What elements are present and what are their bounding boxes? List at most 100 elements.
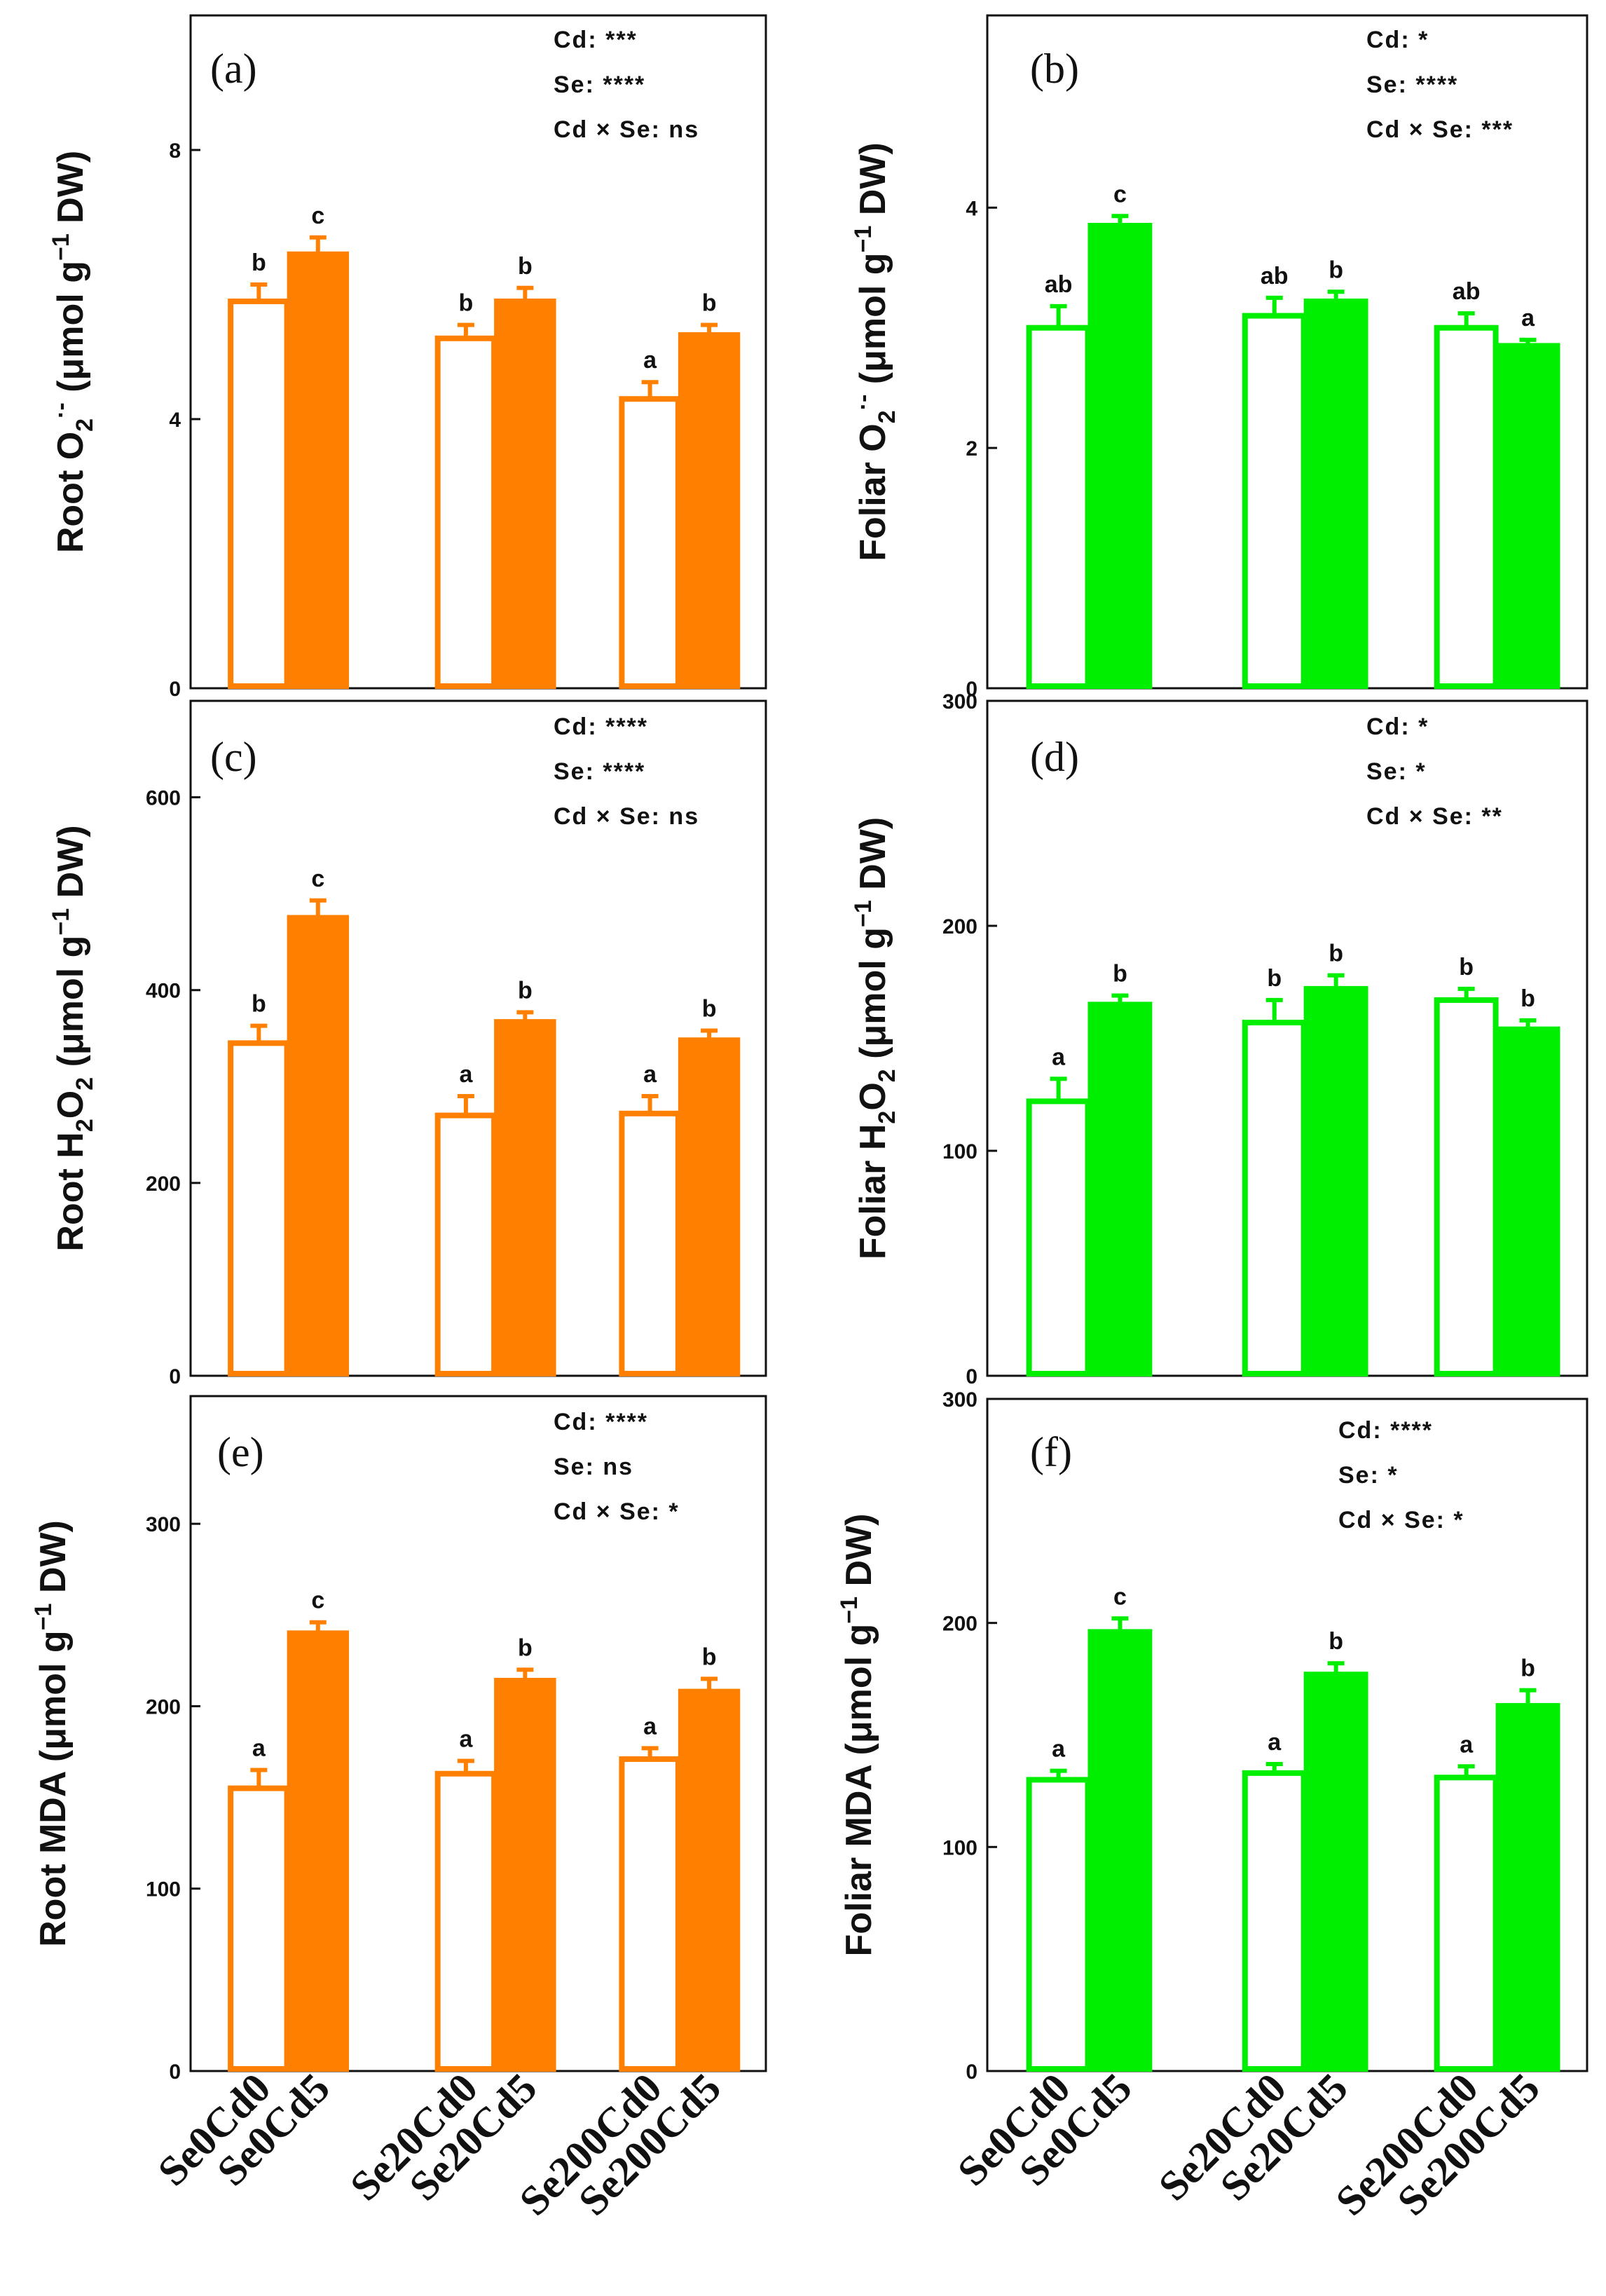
bar-se0cd0 (228, 1785, 290, 2072)
bar-se200cd0 (1434, 1775, 1499, 2072)
significance-letter: a (643, 1061, 657, 1088)
stat-line: Cd × Se: * (554, 1498, 680, 1525)
chart-panel-c: 0 200 400 600 b c a b a b (c) Cd: **** Se: **** Cd × … (48, 699, 767, 1388)
stat-line: Cd: **** (554, 713, 648, 740)
y-tick-label: 300 (942, 690, 977, 713)
bar-se200cd5 (1495, 1702, 1560, 2072)
bar-se20cd0 (1242, 1020, 1307, 1377)
y-tick-label: 8 (169, 139, 181, 163)
significance-letter: b (459, 290, 474, 317)
significance-letter: b (1329, 257, 1343, 283)
chart-panel-d: 0 100 200 300 a b b b b b (d) Cd: * Se: * Cd × Se: **… (850, 690, 1588, 1388)
stat-line: Cd: * (1366, 27, 1429, 53)
y-axis-label: Root H2O2 (μmol g−1 DW) (48, 825, 98, 1251)
bar-se0cd0 (228, 1040, 290, 1376)
bar-se20cd5 (494, 299, 556, 689)
significance-letter: b (518, 1634, 533, 1661)
stat-line: Cd: **** (554, 1409, 648, 1435)
stat-line: Se: * (1338, 1462, 1399, 1489)
bar-se0cd5 (1087, 1002, 1153, 1376)
chart-panel-b: 0 2 4 ab c ab b ab a (b) Cd: * Se: **** Cd × Se: ***… (850, 14, 1588, 701)
significance-letter: b (1329, 941, 1343, 967)
bar-se0cd0 (1026, 1098, 1091, 1376)
bar-se20cd0 (434, 335, 497, 689)
panel-label: (f) (1030, 1429, 1072, 1475)
significance-letter: b (518, 977, 533, 1004)
stat-line: Cd: *** (554, 27, 638, 53)
bar-se200cd0 (619, 1756, 681, 2072)
panel-label: (b) (1030, 46, 1079, 92)
significance-letter: a (1052, 1736, 1066, 1763)
stat-line: Cd: **** (1338, 1417, 1433, 1444)
bar-se0cd5 (1087, 1629, 1153, 2072)
stat-line: Cd × Se: ** (1366, 803, 1503, 830)
bar-se200cd5 (678, 332, 741, 689)
significance-letter: a (643, 347, 657, 374)
y-tick-label: 300 (942, 1388, 977, 1412)
bar-se200cd0 (619, 1110, 681, 1376)
panel-label: (d) (1030, 734, 1079, 780)
y-tick-label: 4 (966, 197, 977, 220)
y-tick-label: 0 (966, 2061, 977, 2084)
y-tick-label: 2 (966, 437, 977, 460)
bar-se20cd5 (1303, 1672, 1368, 2072)
y-tick-label: 0 (169, 678, 181, 701)
bar-se0cd0 (228, 299, 290, 689)
panel-label: (e) (217, 1429, 264, 1475)
significance-letter: ab (1261, 263, 1289, 289)
y-tick-label: 300 (146, 1513, 181, 1536)
chart-panel-f: 0 100 200 300 a c a b a b (f) Cd: **** Se: * Cd × Se:… (836, 1388, 1588, 2084)
significance-letter: b (1521, 1655, 1535, 1682)
bar-se200cd5 (1495, 1026, 1560, 1377)
bar-se200cd5 (1495, 343, 1560, 689)
bar-se20cd5 (1303, 985, 1368, 1376)
stat-line: Cd × Se: ns (554, 803, 699, 830)
significance-letter: b (1267, 965, 1282, 992)
significance-letter: a (1460, 1731, 1474, 1758)
y-tick-label: 0 (169, 1365, 181, 1388)
significance-letter: b (1459, 954, 1474, 980)
stat-line: Se: * (1366, 758, 1427, 785)
y-tick-label: 400 (146, 980, 181, 1003)
y-tick-label: 4 (169, 409, 181, 432)
significance-letter: b (1521, 985, 1535, 1012)
significance-letter: a (252, 1735, 266, 1762)
stat-line: Cd × Se: ns (554, 116, 699, 143)
significance-letter: c (1113, 1583, 1127, 1610)
significance-letter: b (1329, 1628, 1343, 1655)
y-tick-label: 600 (146, 787, 181, 810)
chart-panel-e: 0 100 200 300 a c a b a b (e) Cd: **** Se: ns Cd × Se… (30, 1395, 767, 2084)
panel-label: (a) (210, 46, 257, 92)
significance-letter: ab (1453, 278, 1481, 305)
stat-line: Se: **** (554, 758, 645, 785)
significance-letter: b (702, 290, 717, 317)
y-tick-label: 0 (169, 2061, 181, 2084)
bar-se0cd5 (287, 251, 350, 689)
stat-line: Se: **** (1366, 71, 1458, 98)
y-tick-label: 200 (942, 915, 977, 938)
y-axis-label: Foliar MDA (μmol g−1 DW) (836, 1514, 879, 1957)
significance-letter: b (252, 250, 266, 276)
significance-letter: b (702, 1644, 717, 1670)
y-tick-label: 0 (966, 1365, 977, 1388)
stat-line: Cd × Se: *** (1366, 116, 1514, 143)
significance-letter: a (1052, 1044, 1066, 1070)
y-axis-label: Foliar O2·- (μmol g−1 DW) (850, 142, 900, 561)
y-tick-label: 200 (942, 1613, 977, 1636)
bar-se20cd5 (494, 1678, 556, 2072)
y-tick-label: 200 (146, 1173, 181, 1196)
significance-letter: a (643, 1713, 657, 1740)
bar-se200cd5 (678, 1688, 741, 2072)
bar-se20cd0 (434, 1770, 497, 2072)
significance-letter: a (459, 1061, 473, 1088)
significance-letter: b (518, 253, 533, 280)
stat-line: Cd: * (1366, 713, 1429, 740)
significance-letter: b (702, 995, 717, 1022)
significance-letter: c (311, 866, 324, 892)
bar-se20cd0 (1242, 1770, 1307, 2072)
bar-se0cd5 (287, 1630, 350, 2072)
bar-se20cd0 (434, 1112, 497, 1376)
bar-se0cd5 (287, 915, 350, 1377)
significance-letter: b (1113, 961, 1127, 988)
